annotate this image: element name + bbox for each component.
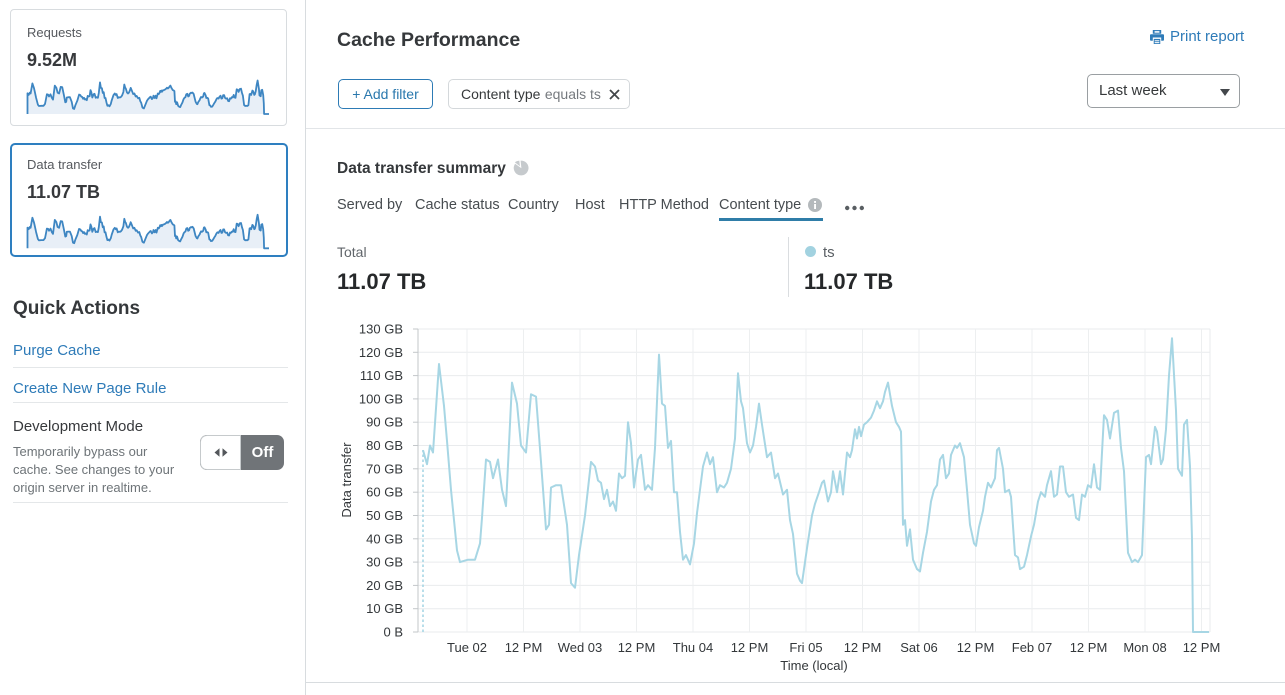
svg-text:12 PM: 12 PM xyxy=(1070,640,1108,655)
svg-text:12 PM: 12 PM xyxy=(957,640,995,655)
svg-text:12 PM: 12 PM xyxy=(844,640,882,655)
svg-text:Tue 02: Tue 02 xyxy=(447,640,487,655)
svg-text:50 GB: 50 GB xyxy=(366,508,403,523)
svg-text:Wed 03: Wed 03 xyxy=(558,640,603,655)
svg-text:100 GB: 100 GB xyxy=(359,391,403,406)
svg-text:60 GB: 60 GB xyxy=(366,485,403,500)
svg-text:90 GB: 90 GB xyxy=(366,415,403,430)
svg-text:12 PM: 12 PM xyxy=(618,640,656,655)
svg-text:80 GB: 80 GB xyxy=(366,438,403,453)
svg-text:Fri 05: Fri 05 xyxy=(789,640,822,655)
svg-text:Mon 08: Mon 08 xyxy=(1123,640,1166,655)
svg-text:Thu 04: Thu 04 xyxy=(673,640,713,655)
svg-text:110 GB: 110 GB xyxy=(360,368,403,383)
svg-text:Data transfer: Data transfer xyxy=(339,442,354,518)
svg-text:Sat 06: Sat 06 xyxy=(900,640,938,655)
svg-text:Time (local): Time (local) xyxy=(780,658,847,673)
svg-text:30 GB: 30 GB xyxy=(366,555,403,570)
svg-text:10 GB: 10 GB xyxy=(366,601,403,616)
svg-text:120 GB: 120 GB xyxy=(359,345,403,360)
svg-text:12 PM: 12 PM xyxy=(505,640,543,655)
svg-text:12 PM: 12 PM xyxy=(1183,640,1221,655)
svg-text:40 GB: 40 GB xyxy=(366,531,403,546)
svg-text:12 PM: 12 PM xyxy=(731,640,769,655)
svg-text:0 B: 0 B xyxy=(383,625,403,640)
svg-text:Feb 07: Feb 07 xyxy=(1012,640,1052,655)
svg-text:130 GB: 130 GB xyxy=(359,322,403,337)
svg-text:70 GB: 70 GB xyxy=(366,461,403,476)
svg-text:20 GB: 20 GB xyxy=(366,578,403,593)
